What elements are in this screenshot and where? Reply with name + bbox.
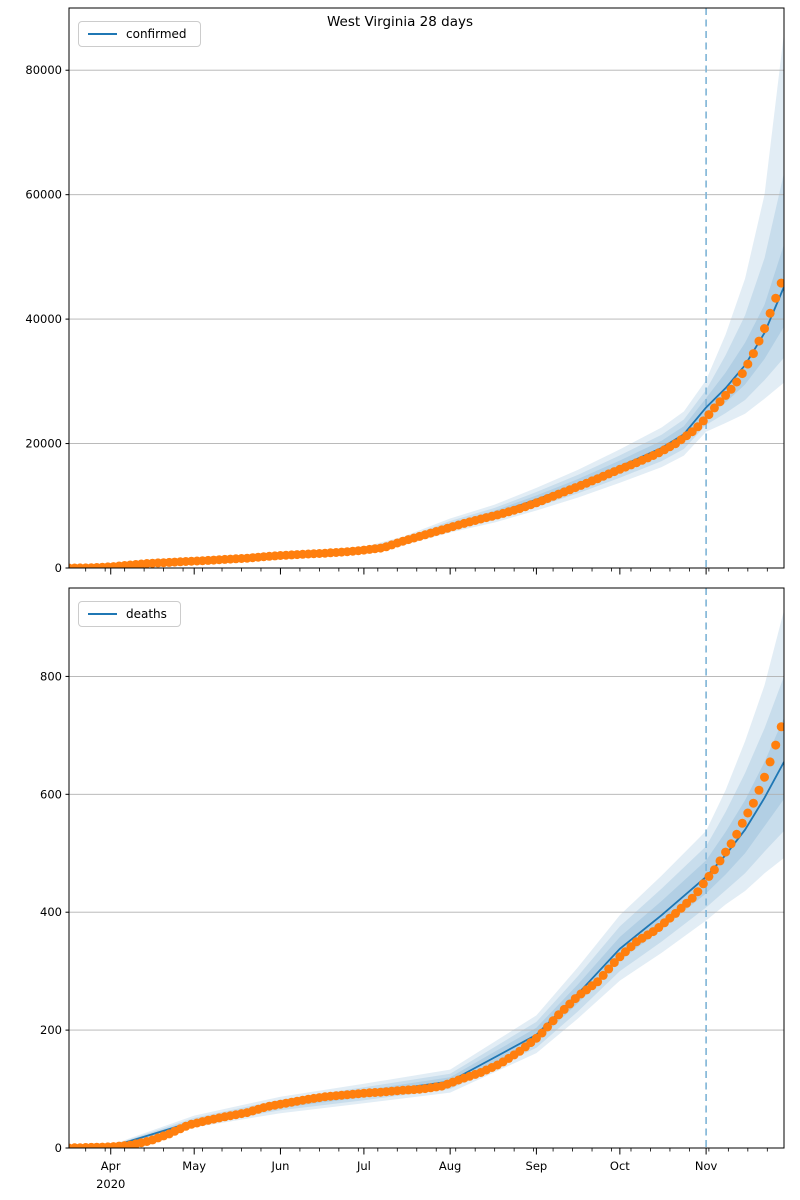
confirmed-confidence-band-middle	[69, 172, 784, 568]
deaths-plot-area	[69, 588, 784, 1148]
confirmed-actual-points	[69, 278, 784, 568]
deaths-y-tick-label: 600	[40, 787, 62, 801]
legend-confirmed: confirmed	[78, 21, 201, 47]
confirmed-plot-area	[69, 8, 784, 568]
x-tick-label-month: Jul	[356, 1159, 371, 1173]
x-tick-label-month: Apr	[101, 1159, 121, 1173]
confirmed-x-axis	[85, 568, 768, 575]
deaths-y-tick-label: 800	[40, 669, 62, 683]
x-tick-label-month: Nov	[695, 1159, 718, 1173]
x-tick-label-month: Oct	[610, 1159, 630, 1173]
deaths-plot-border	[68, 587, 785, 1149]
confirmed-y-tick-label: 20000	[25, 437, 62, 451]
legend-line-sample-icon	[88, 33, 117, 35]
legend-confirmed-label: confirmed	[126, 27, 187, 41]
x-tick-label-month: May	[182, 1159, 206, 1173]
confirmed-y-tick-label: 80000	[25, 63, 62, 77]
x-tick-label-month: Sep	[526, 1159, 548, 1173]
confirmed-plot-border	[68, 7, 785, 569]
chart-deaths: 0 200 400 600 800 Apr 2020 May Jun Jul Aug Sep Oct No…	[40, 587, 785, 1191]
x-tick-label-month: Jun	[270, 1159, 289, 1173]
confirmed-confidence-band-inner	[69, 244, 784, 568]
chart-confirmed: 0 20000 40000 60000 80000	[25, 7, 785, 575]
confirmed-y-tick-label: 60000	[25, 188, 62, 202]
confirmed-confidence-band-outer	[69, 32, 784, 568]
figure-title: West Virginia 28 days	[326, 14, 473, 30]
legend-deaths: deaths	[78, 601, 181, 627]
deaths-actual-points	[69, 722, 784, 1148]
deaths-y-tick-label: 0	[55, 1141, 62, 1155]
confirmed-y-tick-label: 40000	[25, 312, 62, 326]
legend-line-sample-icon	[88, 613, 117, 615]
legend-deaths-label: deaths	[126, 607, 167, 621]
confirmed-y-axis: 0 20000 40000 60000 80000	[25, 63, 69, 575]
deaths-y-tick-label: 200	[40, 1023, 62, 1037]
deaths-y-axis: 0 200 400 600 800	[40, 669, 69, 1155]
x-axis-year-label: 2020	[96, 1177, 125, 1191]
x-tick-label-month: Aug	[439, 1159, 461, 1173]
confirmed-y-tick-label: 0	[55, 561, 62, 575]
deaths-x-axis: Apr 2020 May Jun Jul Aug Sep Oct Nov	[85, 1148, 768, 1191]
deaths-y-tick-label: 400	[40, 905, 62, 919]
